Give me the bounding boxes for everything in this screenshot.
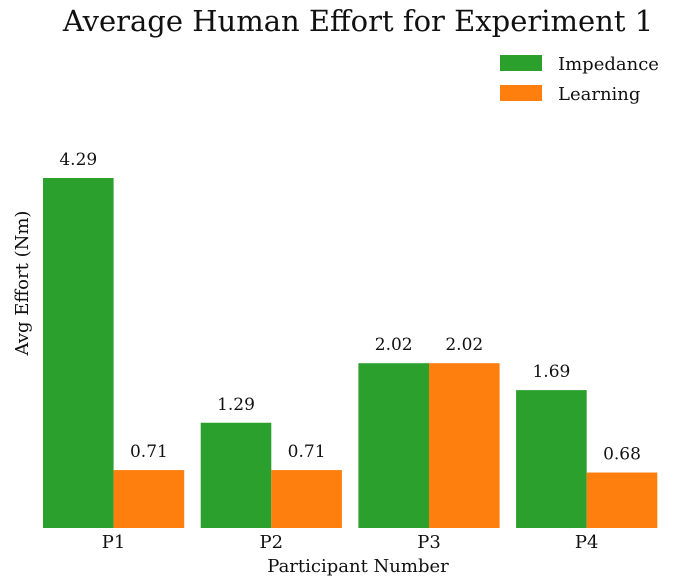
bar-learning-p3 [429,363,500,528]
data-label-learning-p1: 0.71 [130,442,168,462]
bar-impedance-p4 [516,390,587,528]
data-label-learning-p2: 0.71 [288,442,326,462]
chart-title: Average Human Effort for Experiment 1 [62,4,653,38]
legend-label-impedance: Impedance [558,54,659,75]
x-tick-label-p1: P1 [102,532,126,553]
x-axis-label: Participant Number [267,556,449,577]
bar-learning-p1 [113,470,185,528]
bar-impedance-p3 [358,363,429,528]
legend-swatch-learning [500,85,542,101]
data-label-learning-p3: 2.02 [445,335,483,355]
legend-swatch-impedance [500,55,542,71]
bar-learning-p4 [586,472,658,528]
bars-group [43,178,658,528]
data-label-impedance-p2: 1.29 [217,395,255,415]
data-label-impedance-p3: 2.02 [375,335,413,355]
x-tick-labels-group: P1 P2 P3 P4 [102,532,599,553]
bar-impedance-p1 [43,178,114,528]
bar-impedance-p2 [200,422,272,528]
legend-label-learning: Learning [558,84,640,105]
data-labels-group: 4.29 0.71 1.29 0.71 2.02 2.02 1.69 0.68 [59,150,641,465]
data-label-learning-p4: 0.68 [603,445,641,465]
data-label-impedance-p1: 4.29 [59,150,97,170]
data-label-impedance-p4: 1.69 [532,362,570,382]
legend: Impedance Learning [500,54,659,105]
bar-learning-p2 [271,470,342,528]
x-tick-label-p3: P3 [417,532,441,553]
x-tick-label-p4: P4 [575,532,599,553]
x-tick-label-p2: P2 [260,532,284,553]
y-axis-label: Avg Effort (Nm) [12,211,33,357]
